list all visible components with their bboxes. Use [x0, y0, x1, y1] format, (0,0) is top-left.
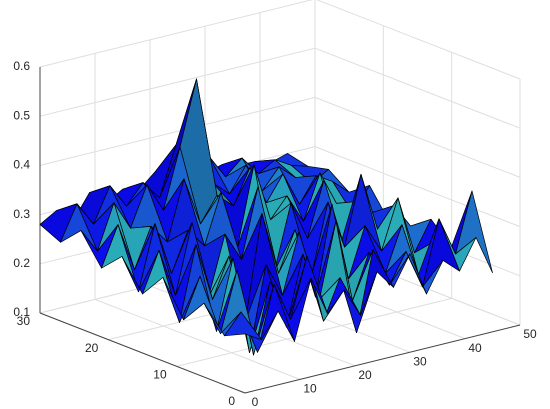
x-tick-label: 50 [523, 327, 537, 341]
x-tick-label: 0 [252, 395, 259, 409]
y-tick-label: 20 [85, 341, 99, 355]
x-tick-label: 40 [468, 341, 482, 355]
y-tick-label: 30 [17, 314, 31, 328]
z-tick-label: 0.6 [13, 59, 30, 73]
z-tick-label: 0.5 [13, 108, 30, 122]
grid-line [39, 47, 316, 117]
grid-line [316, 0, 521, 80]
y-tick-label: 0 [228, 394, 235, 408]
x-tick-label: 10 [303, 382, 317, 396]
grid-line [176, 297, 452, 367]
y-tick-label: 10 [153, 368, 167, 382]
grid-line [314, 146, 521, 228]
axis-line [39, 312, 246, 394]
surface-face [224, 311, 262, 341]
x-tick-label: 30 [413, 354, 427, 368]
grid-line [314, 47, 521, 129]
axis-line [244, 324, 521, 394]
z-tick-label: 0.3 [13, 207, 30, 221]
z-tick-label: 0.4 [13, 158, 30, 172]
z-tick-label: 0.1 [13, 305, 30, 319]
grid-line [94, 298, 301, 380]
grid-line [39, 0, 314, 68]
z-tick-label: 0.2 [13, 256, 30, 270]
x-tick-label: 20 [358, 368, 372, 382]
grid-line [314, 96, 521, 178]
grid-line [39, 96, 316, 166]
